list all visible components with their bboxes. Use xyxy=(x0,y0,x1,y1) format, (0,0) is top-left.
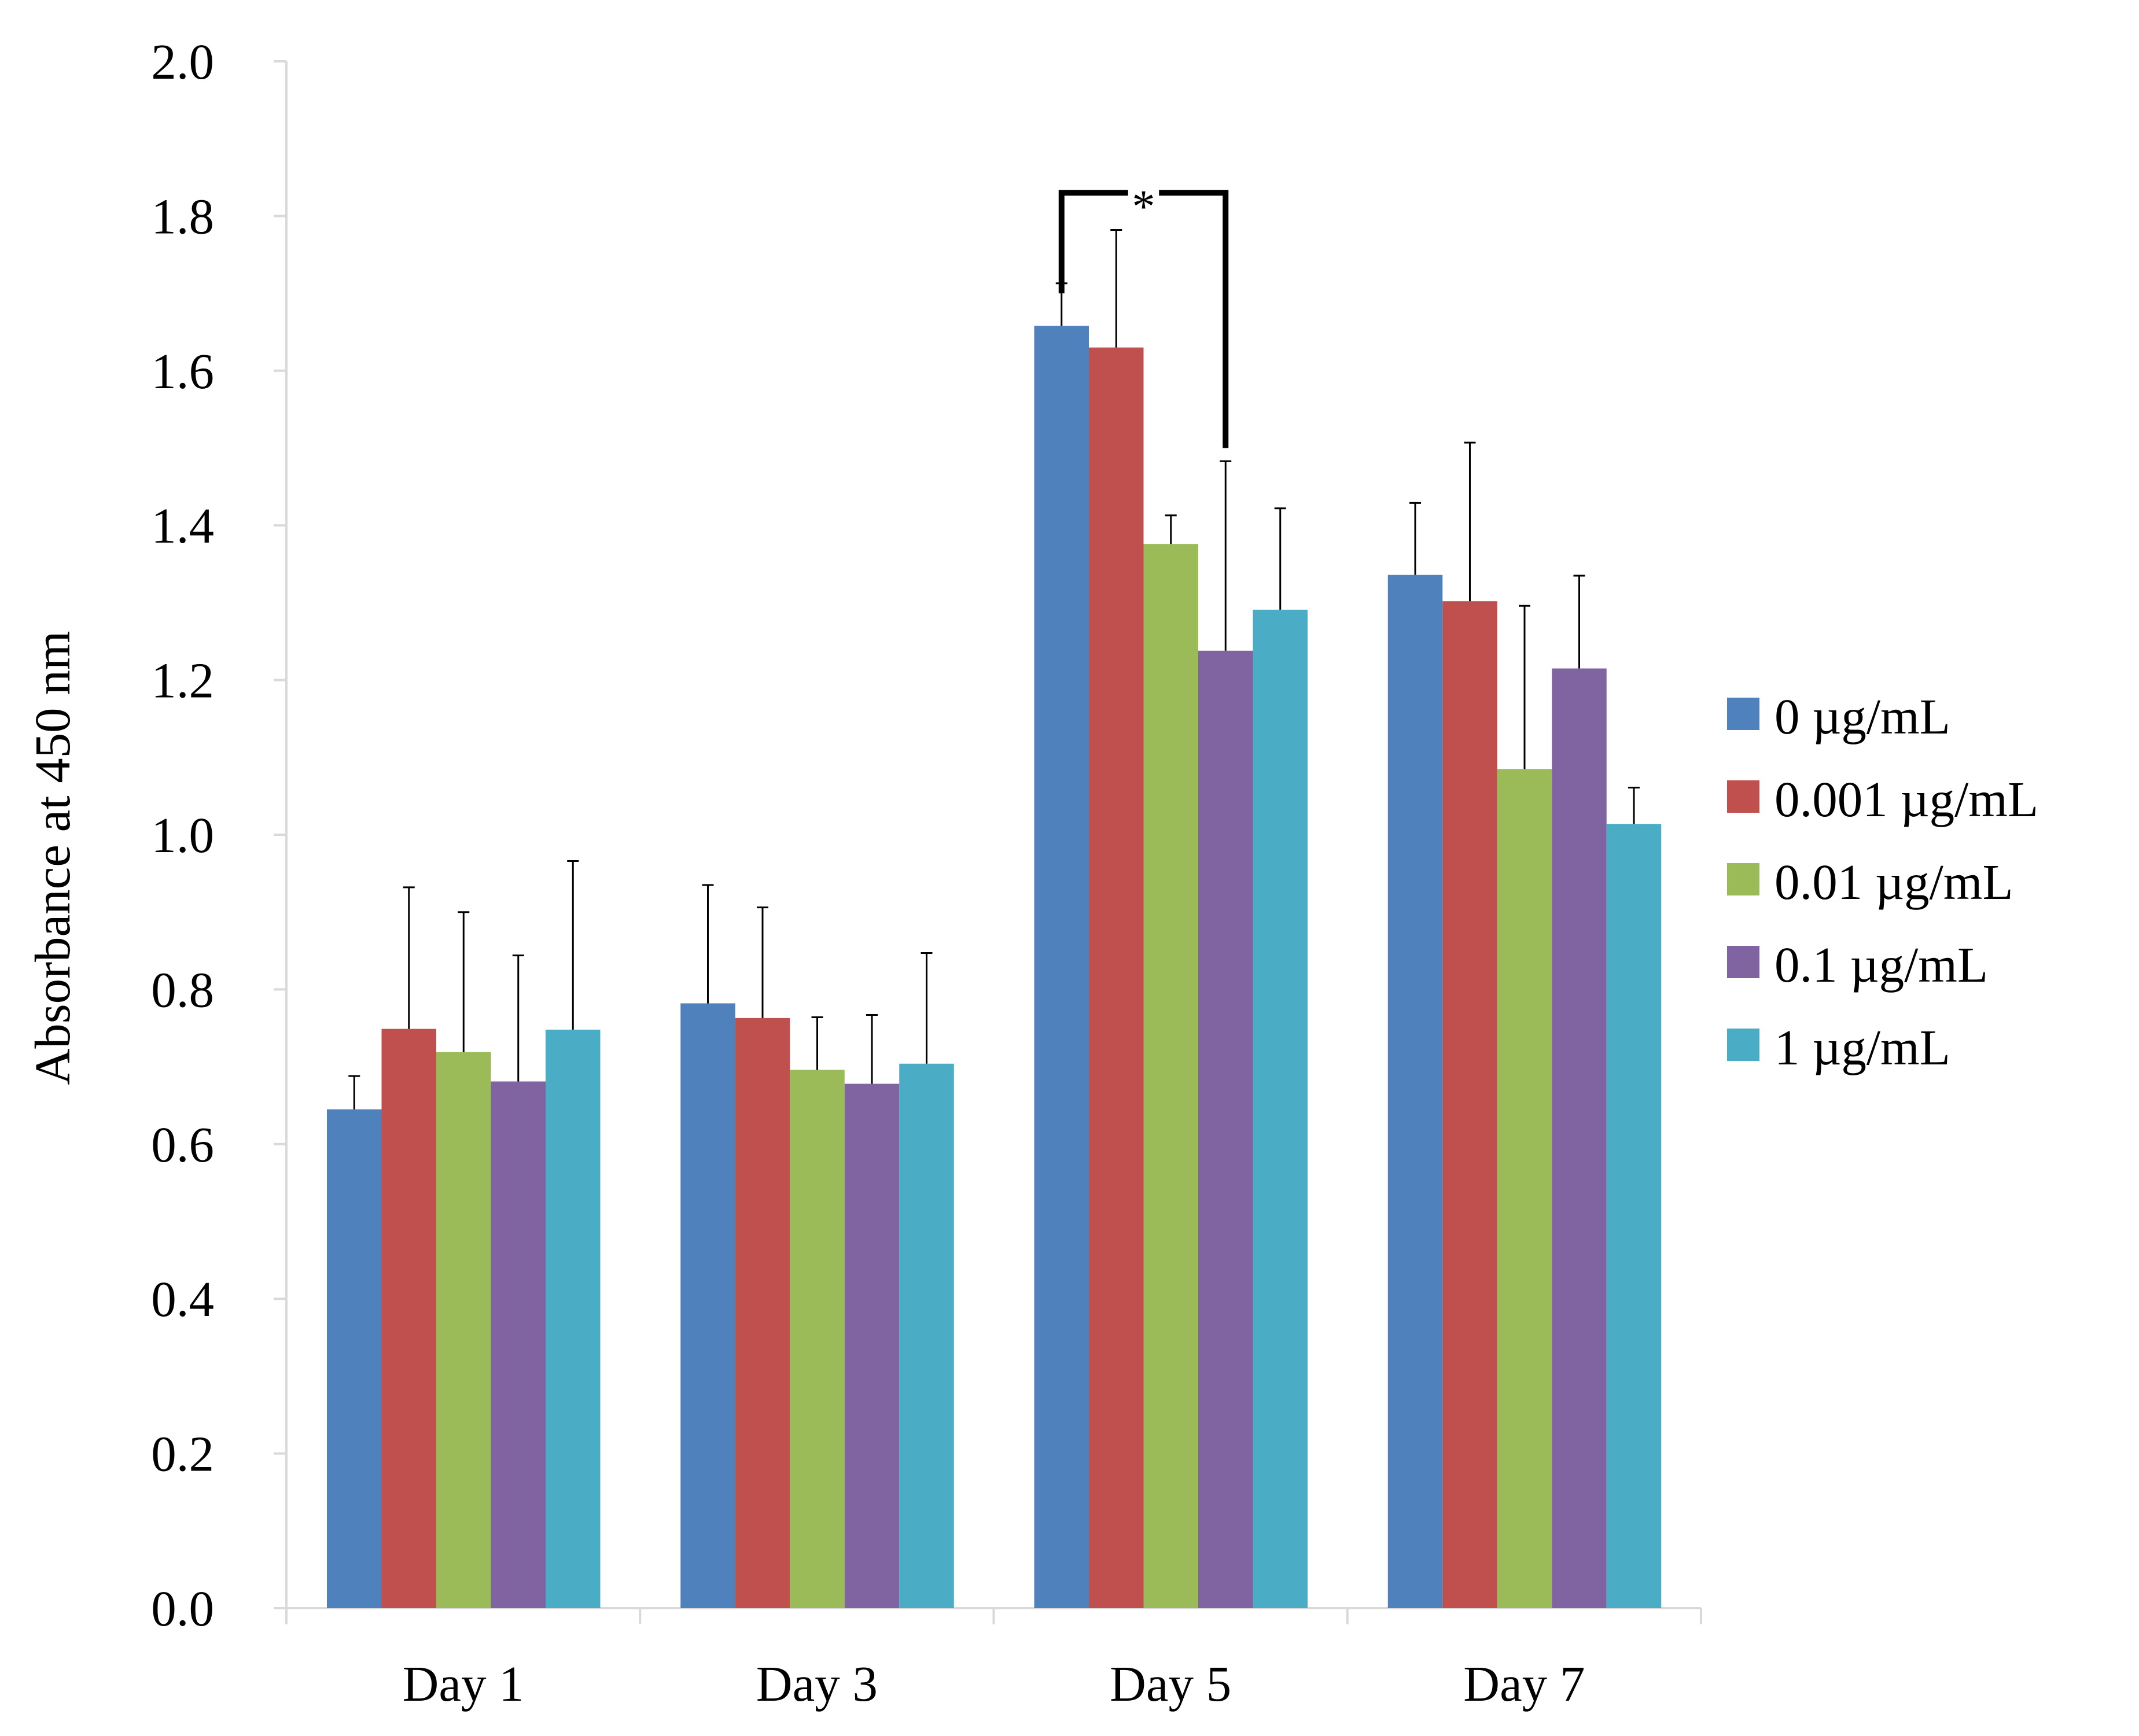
significance-label: * xyxy=(1132,181,1155,232)
y-tick-label: 0.8 xyxy=(151,961,214,1018)
bar xyxy=(1253,609,1308,1608)
bar xyxy=(1497,769,1552,1608)
bar xyxy=(790,1070,845,1608)
y-tick-label: 1.8 xyxy=(151,188,214,244)
bar xyxy=(1442,601,1497,1608)
bar xyxy=(327,1109,382,1608)
bar xyxy=(491,1081,546,1608)
bar xyxy=(735,1018,790,1608)
bar xyxy=(381,1029,436,1608)
legend-swatch xyxy=(1727,698,1759,730)
y-tick-label: 0.6 xyxy=(151,1116,214,1173)
legend-label: 0 µg/mL xyxy=(1774,688,1950,744)
bar xyxy=(546,1029,601,1608)
x-tick-label: Day 3 xyxy=(756,1656,878,1712)
bar xyxy=(899,1063,954,1608)
x-tick-label: Day 5 xyxy=(1110,1656,1231,1712)
y-tick-label: 1.2 xyxy=(151,653,214,709)
bar xyxy=(680,1003,735,1608)
bar xyxy=(1089,347,1144,1609)
y-tick-label: 1.6 xyxy=(151,343,214,399)
legend-swatch xyxy=(1727,1029,1759,1061)
legend-swatch xyxy=(1727,780,1759,813)
bar xyxy=(844,1083,900,1608)
bar xyxy=(1034,326,1089,1609)
y-tick-label: 0.4 xyxy=(151,1271,214,1327)
bar xyxy=(436,1052,491,1608)
y-tick-label: 1.4 xyxy=(151,497,214,554)
x-tick-label: Day 7 xyxy=(1463,1656,1585,1712)
y-tick-label: 1.0 xyxy=(151,807,214,863)
legend-label: 1 µg/mL xyxy=(1774,1019,1950,1075)
y-axis-title: Absorbance at 450 nm xyxy=(24,631,80,1085)
bracket-left xyxy=(1058,190,1128,294)
legend-label: 0.1 µg/mL xyxy=(1774,937,1988,993)
legend-swatch xyxy=(1727,863,1759,895)
legend-swatch xyxy=(1727,946,1759,978)
error-bars xyxy=(348,228,1640,1110)
bar xyxy=(1143,544,1198,1608)
legend-label: 0.01 µg/mL xyxy=(1774,854,2013,910)
significance-bracket: * xyxy=(1058,181,1229,448)
bar xyxy=(1552,668,1607,1608)
x-tick-label: Day 1 xyxy=(403,1656,524,1712)
legend-label: 0.001 µg/mL xyxy=(1774,771,2038,827)
bars xyxy=(327,326,1662,1609)
bar xyxy=(1606,824,1662,1608)
y-tick-label: 2.0 xyxy=(151,34,214,90)
bracket-right xyxy=(1159,190,1229,448)
bar xyxy=(1387,574,1443,1608)
axes: 0.0 0.2 0.4 0.6 0.8 1.0 1.2 1.4 1.6 1.8 2.0 Absorba… xyxy=(24,34,1702,1712)
y-tick-label: 0.2 xyxy=(151,1426,214,1482)
y-tick-label: 0.0 xyxy=(151,1580,214,1637)
bar xyxy=(1198,650,1253,1608)
legend: 0 µg/mL 0.001 µg/mL 0.01 µg/mL 0.1 µg/mL 1 µ… xyxy=(1727,688,2038,1075)
